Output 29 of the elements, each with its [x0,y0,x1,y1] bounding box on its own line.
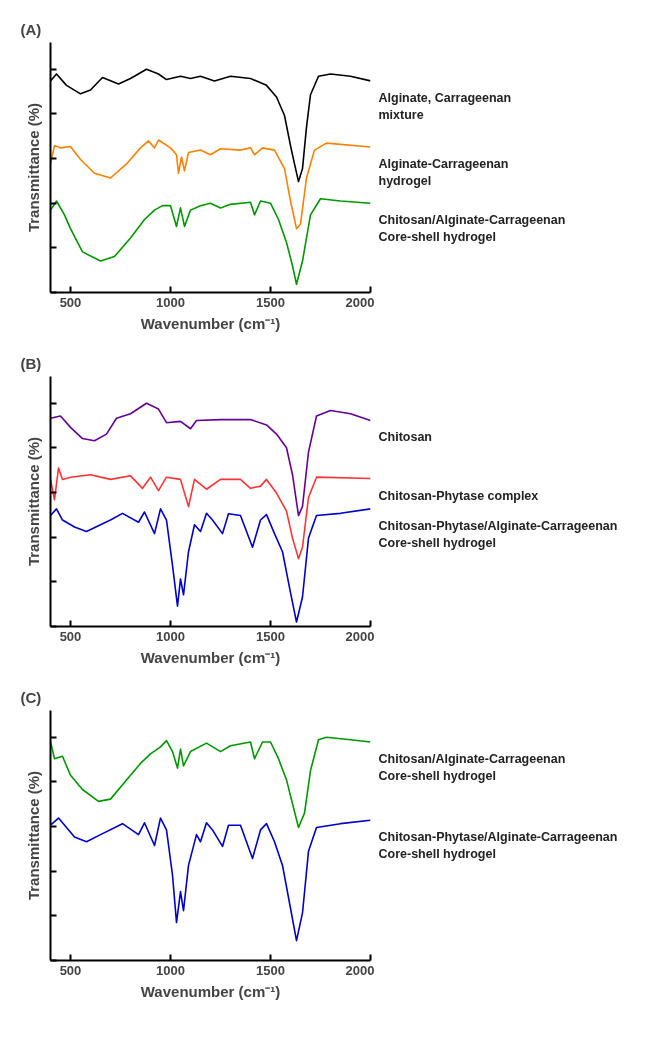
series-label: Alginate, Carrageenan mixture [378,90,512,122]
x-axis-title: Wavenumber (cm⁻¹) [140,982,281,1000]
series-label: Chitosan-Phytase/Alginate-Carrageenan Core-shell hydrogel [378,830,618,862]
y-axis-title: Transmittance (%) [24,770,42,901]
series-label: Alginate-Carrageenan hydrogel [378,156,509,188]
x-tick-label: 1500 [256,962,285,978]
chart-title: (B) [20,354,42,372]
x-axis-title: Wavenumber (cm⁻¹) [140,314,281,332]
x-tick-label: 1000 [156,962,185,978]
x-tick-label: 1500 [256,294,285,310]
series-label: Chitosan/Alginate-Carrageenan Core-shell hydrogel [378,213,566,245]
x-tick-label: 1500 [256,628,285,644]
chart-title: (A) [20,20,42,38]
x-tick-label: 500 [59,962,82,978]
series-label: Chitosan [378,430,432,445]
series-label: Chitosan-Phytase complex [378,488,539,503]
chart-title: (C) [20,688,42,706]
series-label: Chitosan/Alginate-Carrageenan Core-shell hydrogel [378,751,566,783]
x-tick-label: 1000 [156,628,185,644]
x-tick-label: 2000 [345,294,375,310]
x-tick-label: 1000 [156,294,185,310]
y-axis-title: Transmittance (%) [24,102,42,233]
x-tick-label: 500 [59,628,82,644]
x-axis-title: Wavenumber (cm⁻¹) [140,648,281,666]
series-label: Chitosan-Phytase/Alginate-Carrageenan Core-shell hydrogel [378,518,618,550]
x-tick-label: 2000 [345,962,375,978]
x-tick-label: 500 [59,294,82,310]
x-tick-label: 2000 [345,628,375,644]
y-axis-title: Transmittance (%) [24,436,42,567]
